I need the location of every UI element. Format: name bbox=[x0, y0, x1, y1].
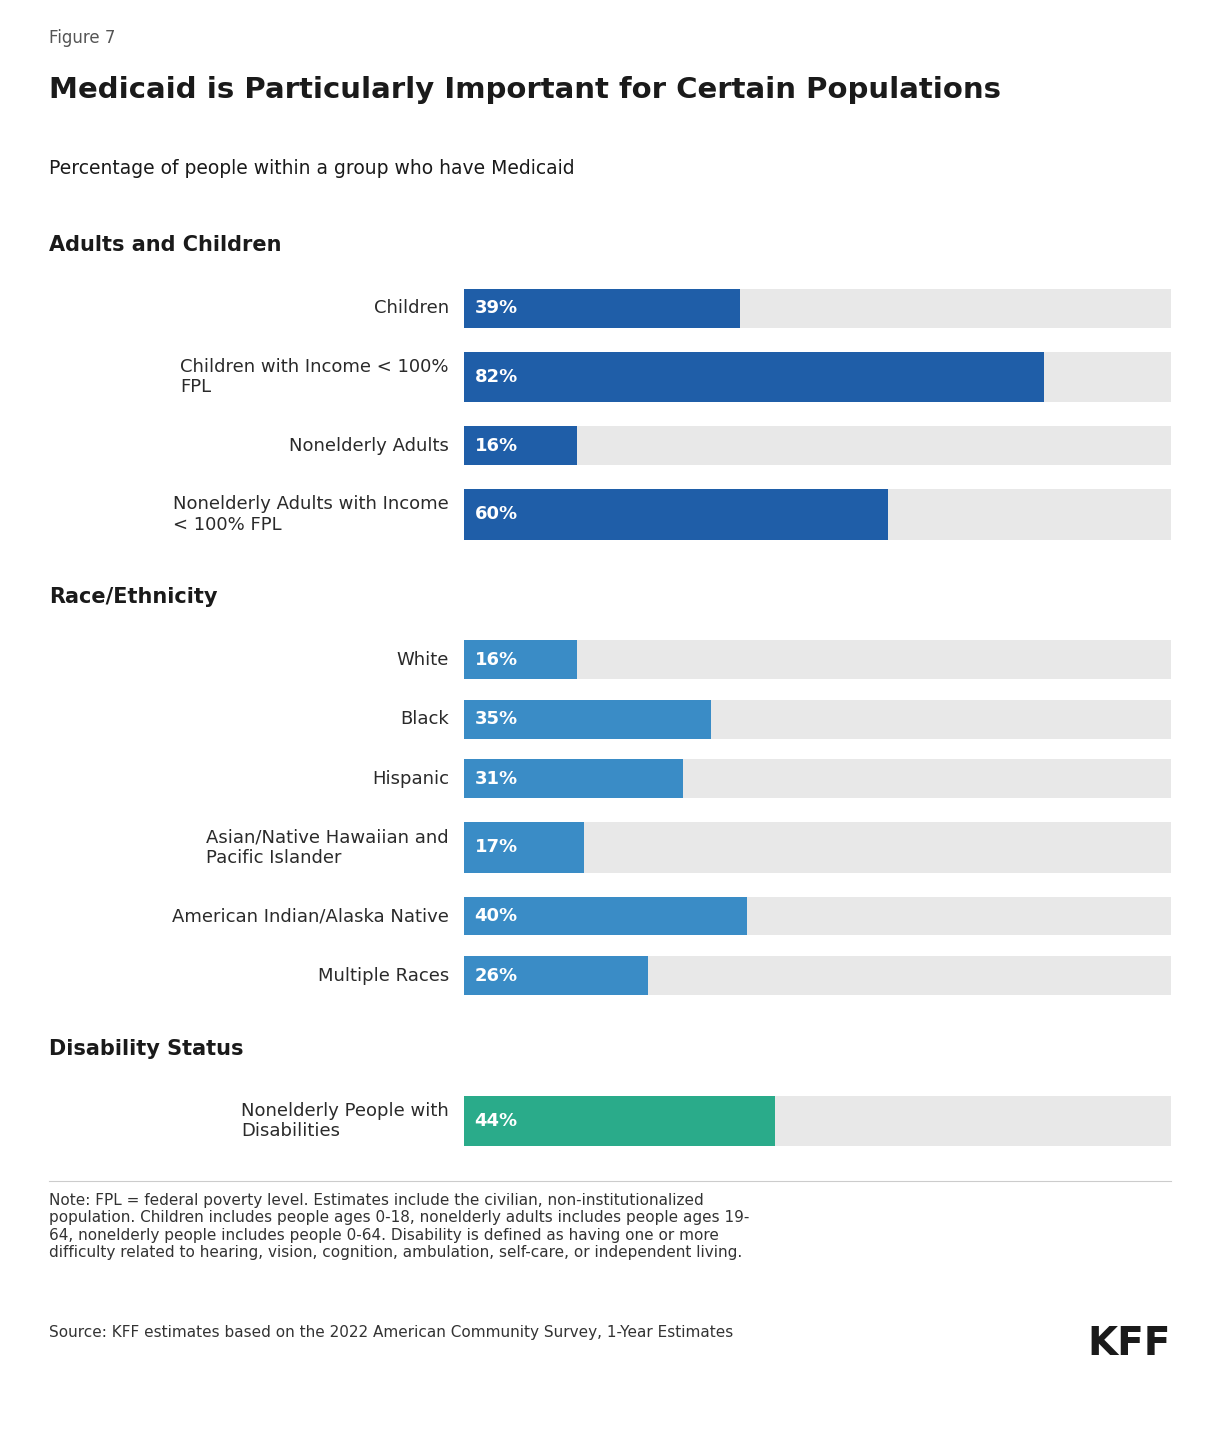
Text: Nonelderly Adults with Income
< 100% FPL: Nonelderly Adults with Income < 100% FPL bbox=[173, 495, 449, 534]
Text: Race/Ethnicity: Race/Ethnicity bbox=[49, 587, 217, 607]
FancyBboxPatch shape bbox=[464, 700, 711, 739]
Text: Black: Black bbox=[400, 710, 449, 729]
FancyBboxPatch shape bbox=[464, 289, 739, 328]
FancyBboxPatch shape bbox=[464, 759, 683, 798]
Text: Multiple Races: Multiple Races bbox=[317, 967, 449, 985]
FancyBboxPatch shape bbox=[464, 352, 1044, 402]
FancyBboxPatch shape bbox=[464, 427, 577, 465]
Text: American Indian/Alaska Native: American Indian/Alaska Native bbox=[172, 906, 449, 925]
FancyBboxPatch shape bbox=[464, 896, 747, 935]
Text: Note: FPL = federal poverty level. Estimates include the civilian, non-instituti: Note: FPL = federal poverty level. Estim… bbox=[49, 1193, 749, 1260]
Text: Figure 7: Figure 7 bbox=[49, 29, 115, 47]
FancyBboxPatch shape bbox=[464, 822, 584, 872]
FancyBboxPatch shape bbox=[464, 759, 1171, 798]
FancyBboxPatch shape bbox=[464, 640, 577, 679]
FancyBboxPatch shape bbox=[464, 352, 1171, 402]
Text: 44%: 44% bbox=[475, 1113, 517, 1130]
FancyBboxPatch shape bbox=[464, 957, 1171, 995]
Text: 40%: 40% bbox=[475, 906, 517, 925]
Text: Nonelderly People with
Disabilities: Nonelderly People with Disabilities bbox=[242, 1101, 449, 1140]
FancyBboxPatch shape bbox=[464, 957, 648, 995]
Text: Asian/Native Hawaiian and
Pacific Islander: Asian/Native Hawaiian and Pacific Island… bbox=[206, 828, 449, 866]
Text: 26%: 26% bbox=[475, 967, 517, 985]
Text: 39%: 39% bbox=[475, 299, 517, 318]
FancyBboxPatch shape bbox=[464, 427, 1171, 465]
Text: Source: KFF estimates based on the 2022 American Community Survey, 1-Year Estima: Source: KFF estimates based on the 2022 … bbox=[49, 1325, 733, 1339]
Text: 60%: 60% bbox=[475, 505, 517, 524]
FancyBboxPatch shape bbox=[464, 640, 1171, 679]
Text: Medicaid is Particularly Important for Certain Populations: Medicaid is Particularly Important for C… bbox=[49, 76, 1000, 105]
Text: 82%: 82% bbox=[475, 368, 517, 387]
Text: KFF: KFF bbox=[1088, 1325, 1171, 1363]
Text: 35%: 35% bbox=[475, 710, 517, 729]
FancyBboxPatch shape bbox=[464, 822, 1171, 872]
Text: 31%: 31% bbox=[475, 770, 517, 788]
FancyBboxPatch shape bbox=[464, 289, 1171, 328]
Text: 16%: 16% bbox=[475, 437, 517, 455]
Text: Hispanic: Hispanic bbox=[372, 770, 449, 788]
FancyBboxPatch shape bbox=[464, 490, 1171, 540]
Text: 16%: 16% bbox=[475, 650, 517, 669]
Text: Children: Children bbox=[373, 299, 449, 318]
FancyBboxPatch shape bbox=[464, 490, 888, 540]
Text: Disability Status: Disability Status bbox=[49, 1038, 243, 1058]
FancyBboxPatch shape bbox=[464, 1095, 775, 1146]
Text: Children with Income < 100%
FPL: Children with Income < 100% FPL bbox=[181, 358, 449, 397]
FancyBboxPatch shape bbox=[464, 700, 1171, 739]
Text: Adults and Children: Adults and Children bbox=[49, 235, 282, 255]
Text: White: White bbox=[396, 650, 449, 669]
FancyBboxPatch shape bbox=[464, 1095, 1171, 1146]
FancyBboxPatch shape bbox=[464, 896, 1171, 935]
Text: Percentage of people within a group who have Medicaid: Percentage of people within a group who … bbox=[49, 159, 575, 178]
Text: 17%: 17% bbox=[475, 839, 517, 856]
Text: Nonelderly Adults: Nonelderly Adults bbox=[289, 437, 449, 455]
